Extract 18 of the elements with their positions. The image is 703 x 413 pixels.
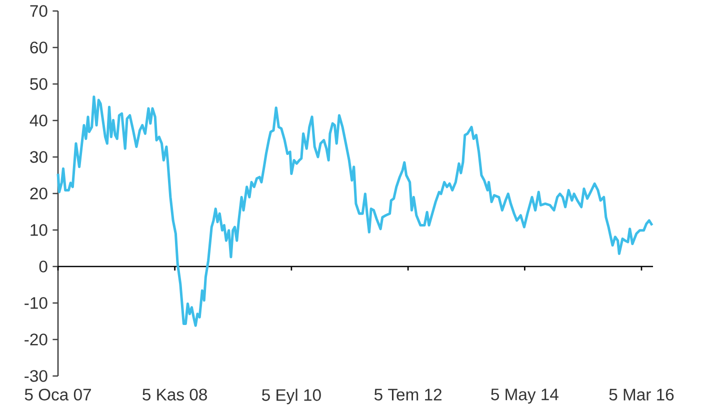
x-tick-label: 5 Eyl 10 [262, 388, 321, 404]
x-tick-label: 5 Kas 08 [142, 388, 207, 400]
x-tick-label: 5 Tem 12 [374, 388, 442, 400]
y-tick-label: 70 [30, 5, 48, 17]
x-tick-label: 5 Oca 07 [24, 388, 91, 400]
y-tick-label: 30 [30, 151, 48, 163]
line-series [56, 96, 654, 327]
y-tick-label: 40 [30, 114, 48, 126]
y-tick-label: 10 [30, 224, 48, 236]
y-tick-label: 0 [39, 260, 48, 272]
y-tick-label: 20 [30, 188, 48, 200]
y-tick-label: 50 [30, 78, 48, 90]
y-tick-label: -10 [24, 297, 48, 309]
y-tick-label: 60 [30, 42, 48, 54]
y-tick-label: -30 [24, 370, 48, 382]
x-tick-label: 5 May 14 [491, 388, 558, 404]
x-tick-label: 5 Mar 16 [609, 388, 674, 400]
y-tick-label: -20 [24, 334, 48, 346]
